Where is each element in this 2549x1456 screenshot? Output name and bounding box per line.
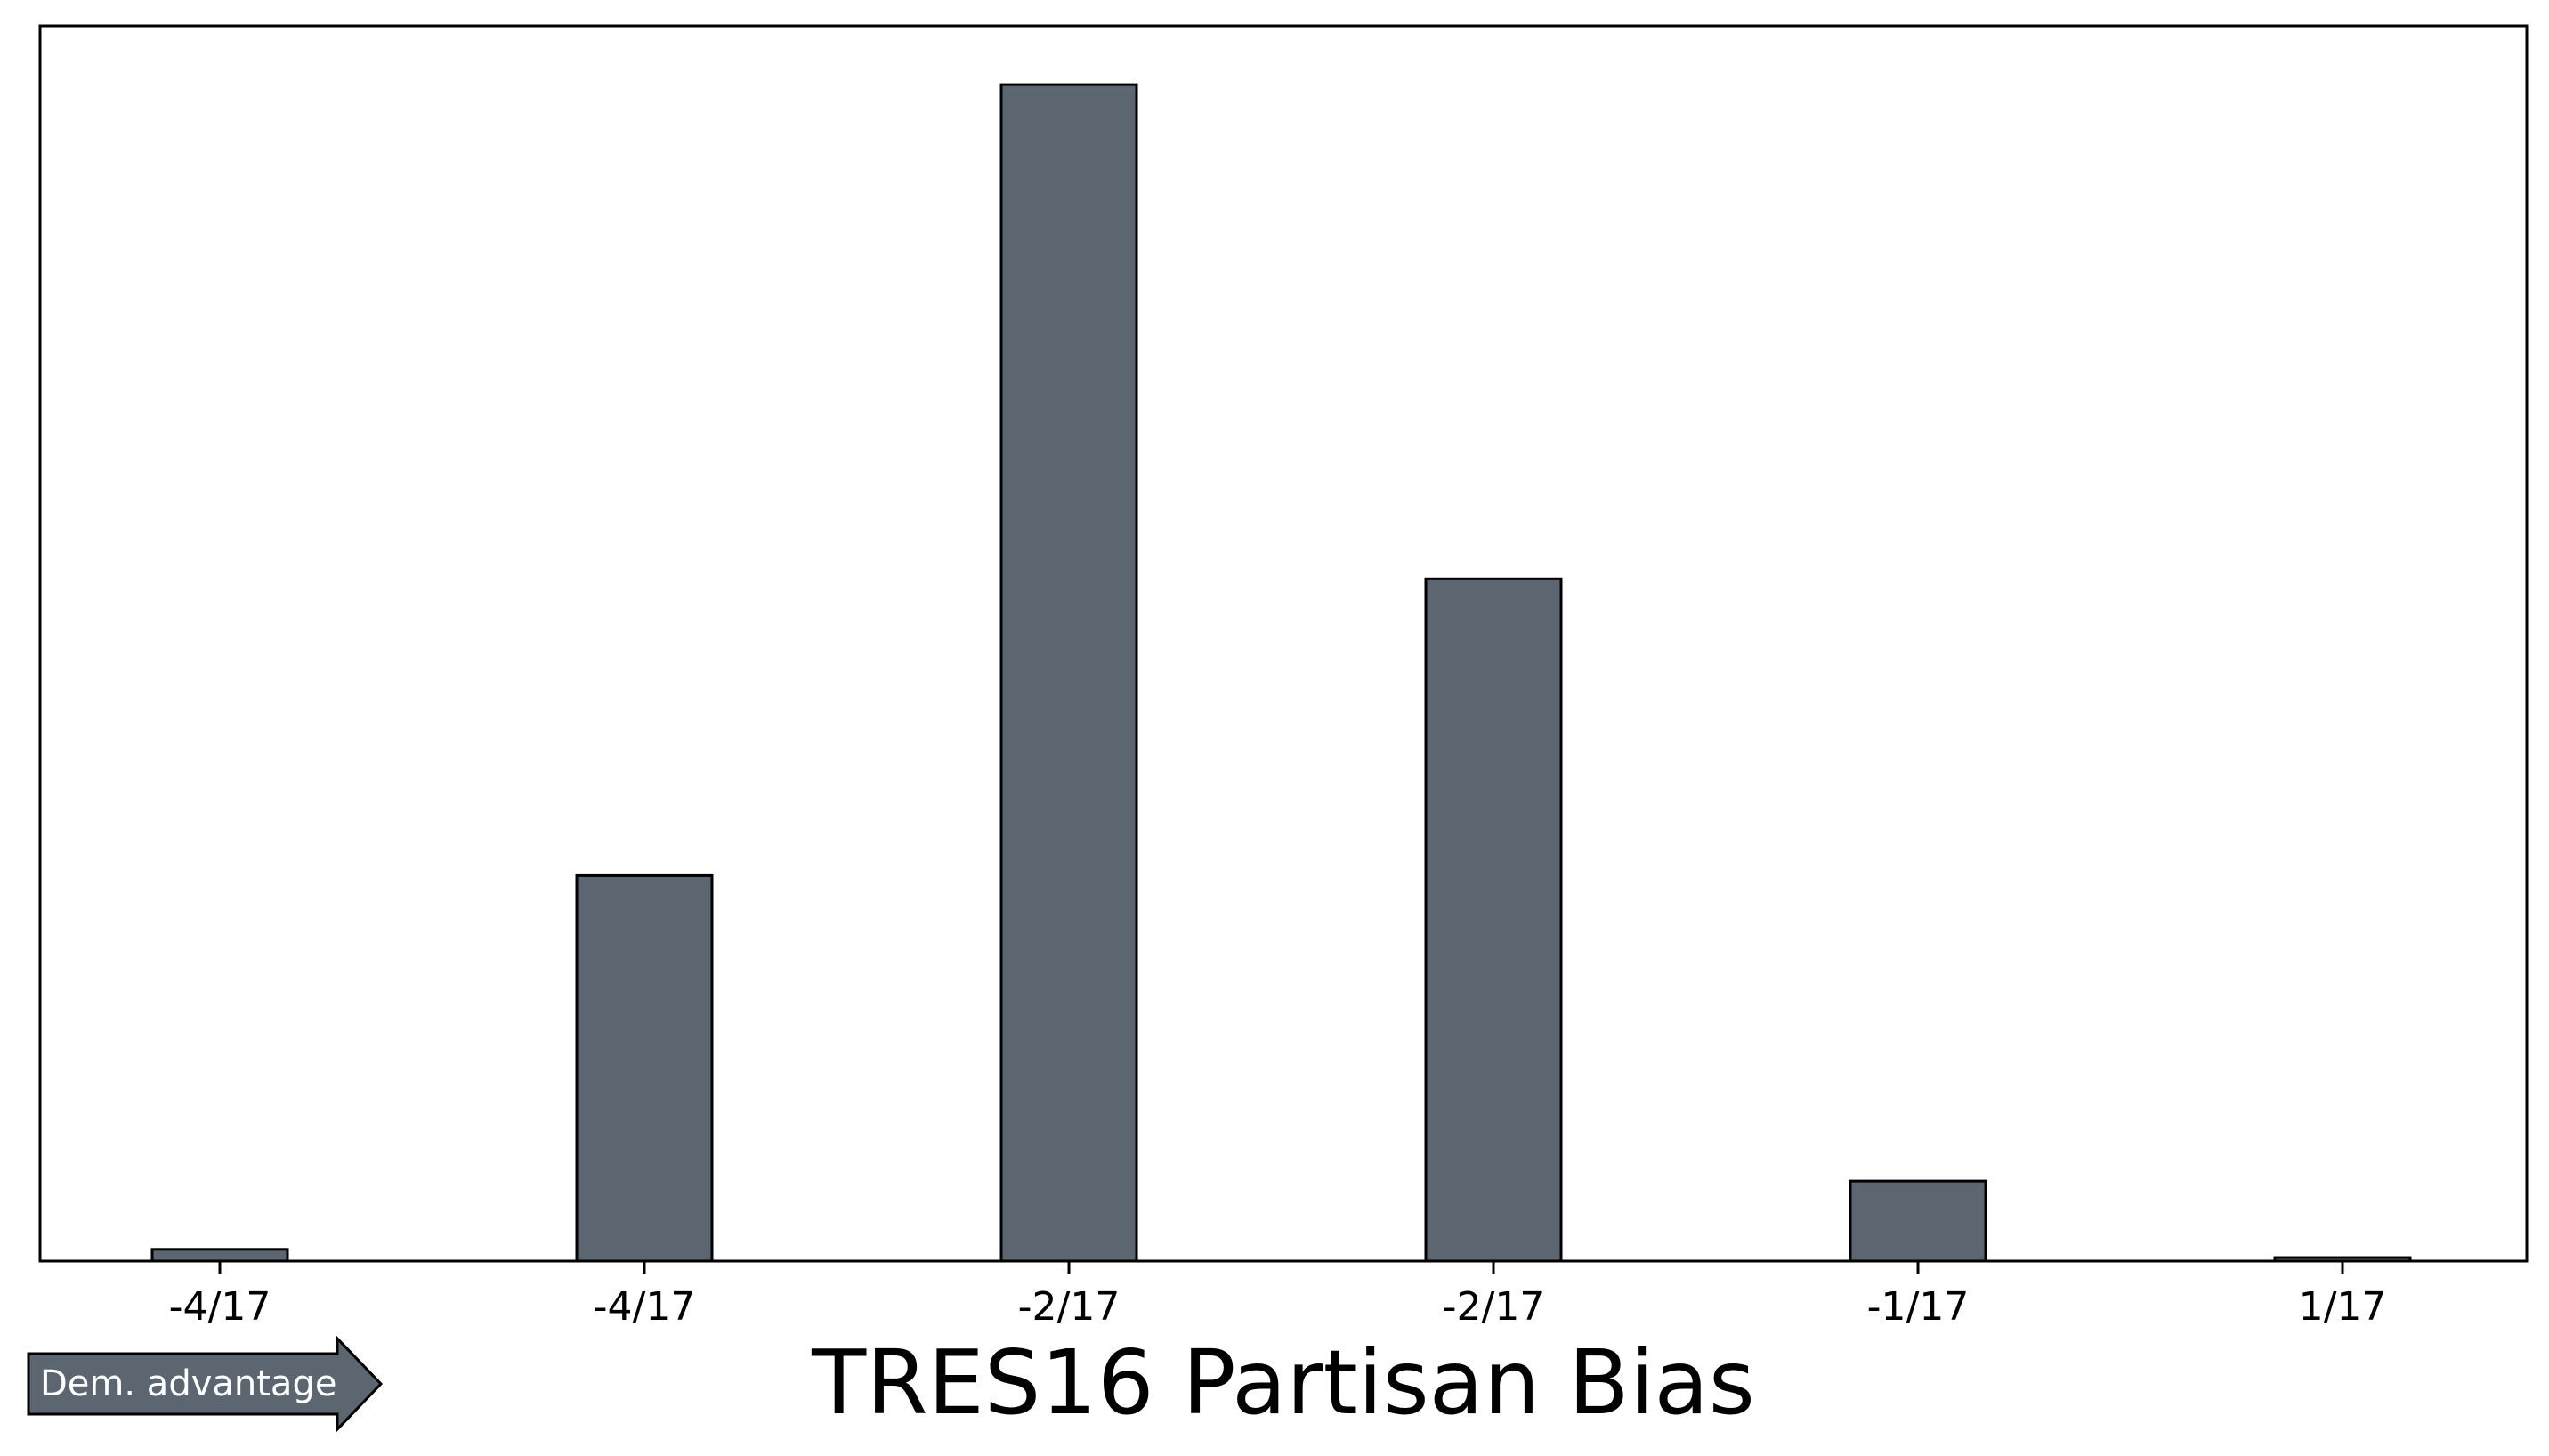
dem-advantage-arrow: Dem. advantage: [27, 1335, 384, 1433]
x-tick-label-3: -2/17: [1443, 1284, 1545, 1330]
x-tick-label-4: -1/17: [1867, 1284, 1970, 1330]
bar-0: [150, 1248, 289, 1263]
bars-group: [150, 83, 2412, 1263]
bar-8: [1849, 1179, 1987, 1263]
x-axis-ticks: -4/17 -4/17 -2/17 -2/17 -1/17 1/17: [169, 1261, 2387, 1330]
bar-2: [575, 873, 714, 1263]
bar-6: [1424, 577, 1563, 1263]
x-tick-label-5: 1/17: [2299, 1284, 2387, 1330]
x-tick-label-0: -4/17: [169, 1284, 271, 1330]
plot-area-frame: [38, 24, 2529, 1263]
x-tick-label-1: -4/17: [594, 1284, 696, 1330]
arrow-shape: [27, 1335, 384, 1433]
chart-title: TRES16 Partisan Bias: [811, 1331, 1755, 1435]
x-tick-label-2: -2/17: [1018, 1284, 1121, 1330]
bar-4: [999, 83, 1138, 1263]
bar-10: [2273, 1256, 2412, 1263]
arrow-label: Dem. advantage: [40, 1363, 336, 1404]
